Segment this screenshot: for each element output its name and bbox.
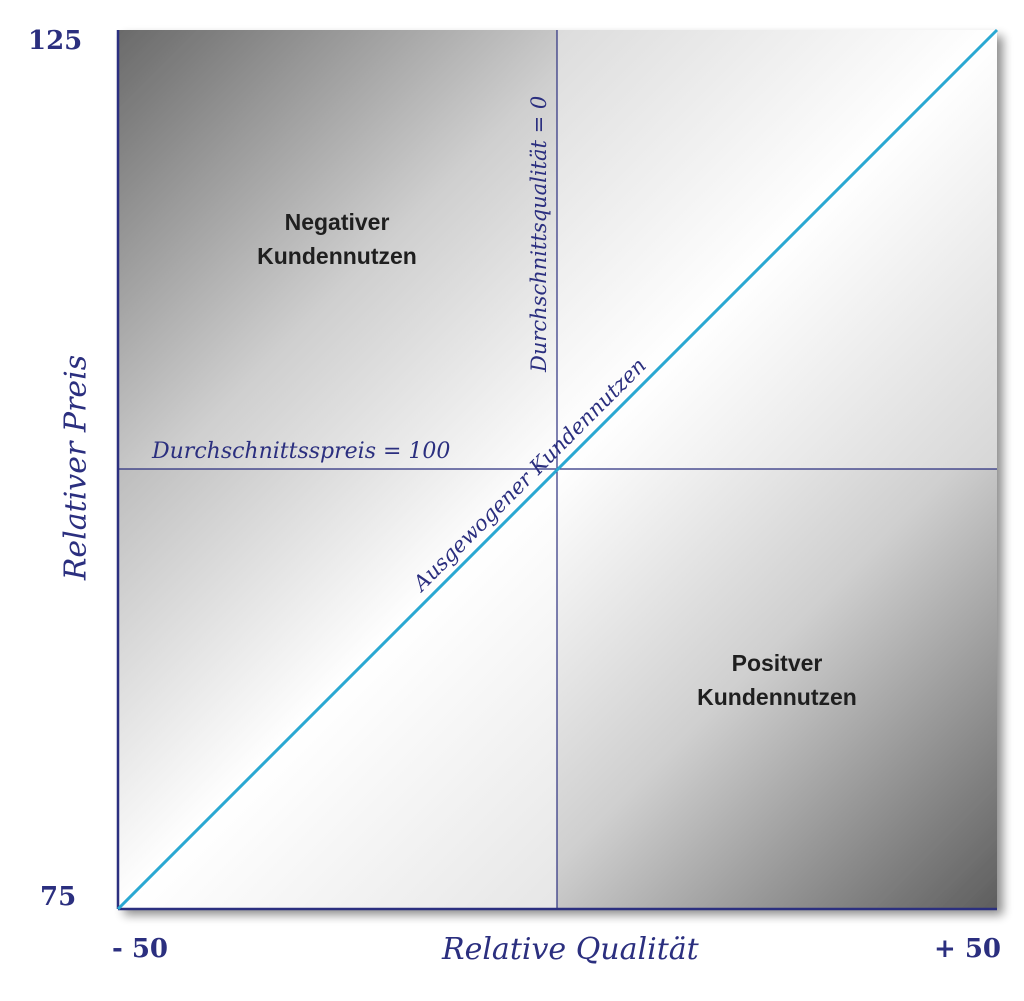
negative-region-line-2: Kundennutzen bbox=[257, 243, 417, 269]
negative-region-line-1: Negativer bbox=[285, 209, 390, 235]
x-max-label: + 50 bbox=[934, 934, 1002, 964]
positive-region-line-1: Positver bbox=[732, 650, 823, 676]
negative-region-label: Negativer Kundennutzen bbox=[257, 209, 417, 269]
quadrant-bottom-right bbox=[557, 469, 997, 909]
average-price-label: Durchschnittsspreis = 100 bbox=[151, 439, 450, 464]
average-quality-label: Durchschnittsqualität = 0 bbox=[527, 96, 551, 373]
y-max-label: 125 bbox=[28, 26, 83, 56]
x-min-label: - 50 bbox=[112, 934, 169, 964]
balanced-value-diagonal bbox=[116, 28, 999, 911]
positive-region-label: Positver Kundennutzen bbox=[697, 650, 857, 710]
positive-region-line-2: Kundennutzen bbox=[697, 684, 857, 710]
y-axis-title: Relativer Preis bbox=[58, 354, 94, 581]
y-min-label: 75 bbox=[40, 882, 77, 912]
x-axis-title: Relative Qualität bbox=[442, 932, 699, 967]
quadrant-top-left bbox=[118, 30, 557, 469]
